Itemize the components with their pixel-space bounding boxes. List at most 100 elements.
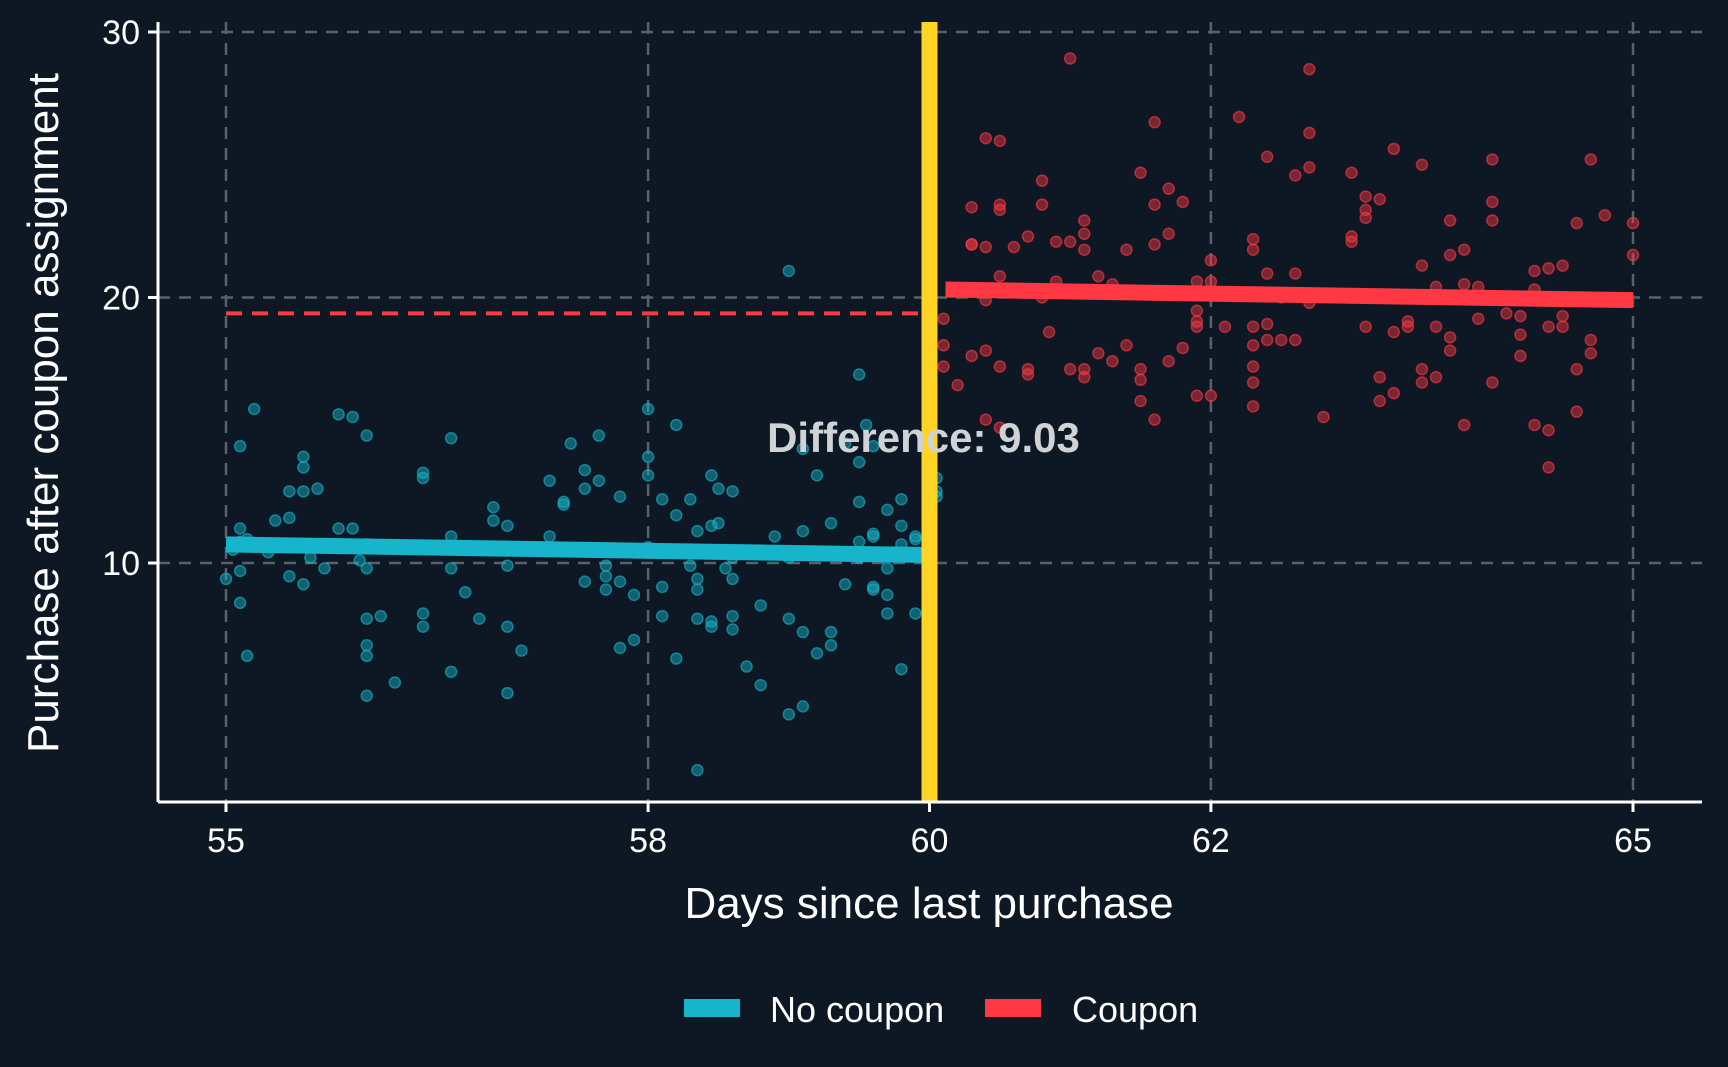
data-point-coupon bbox=[1078, 227, 1091, 241]
data-point-no-coupon bbox=[247, 402, 261, 416]
data-point-coupon bbox=[1148, 198, 1161, 211]
data-point-coupon bbox=[993, 421, 1007, 434]
data-point-coupon bbox=[1078, 243, 1091, 256]
data-point-no-coupon bbox=[852, 535, 866, 549]
data-point-coupon bbox=[1275, 333, 1288, 347]
data-point-no-coupon bbox=[726, 485, 739, 498]
data-point-no-coupon bbox=[360, 562, 373, 575]
data-point-no-coupon bbox=[909, 607, 922, 620]
data-point-no-coupon bbox=[866, 583, 880, 596]
data-point-no-coupon bbox=[297, 577, 310, 591]
data-point-coupon bbox=[1134, 394, 1147, 408]
data-point-coupon bbox=[1542, 461, 1555, 474]
data-point-coupon bbox=[1570, 216, 1583, 230]
difference-annotation: Difference: 9.03 bbox=[767, 414, 1080, 461]
data-point-no-coupon bbox=[669, 508, 683, 522]
data-point-coupon bbox=[1486, 153, 1499, 166]
data-point-coupon bbox=[1162, 227, 1175, 241]
data-point-coupon bbox=[1078, 214, 1091, 227]
data-point-no-coupon bbox=[641, 469, 655, 482]
data-point-no-coupon bbox=[501, 559, 514, 572]
data-point-coupon bbox=[1260, 317, 1274, 331]
data-point-no-coupon bbox=[458, 585, 472, 599]
data-point-no-coupon bbox=[684, 493, 697, 506]
data-point-coupon bbox=[993, 360, 1007, 373]
data-point-no-coupon bbox=[754, 599, 767, 612]
data-point-no-coupon bbox=[416, 620, 430, 633]
data-point-no-coupon bbox=[297, 461, 310, 474]
data-point-no-coupon bbox=[613, 641, 627, 655]
data-point-coupon bbox=[1260, 267, 1274, 280]
data-point-no-coupon bbox=[416, 471, 430, 485]
fit-lines bbox=[225, 22, 1634, 802]
x-tick-label: 55 bbox=[207, 822, 245, 860]
data-point-no-coupon bbox=[712, 482, 725, 495]
data-point-coupon bbox=[979, 413, 993, 426]
data-point-no-coupon bbox=[726, 623, 739, 636]
data-point-coupon bbox=[937, 360, 950, 373]
data-point-coupon bbox=[1176, 195, 1190, 209]
data-point-coupon bbox=[1556, 259, 1569, 272]
data-point-coupon bbox=[1345, 166, 1358, 179]
data-point-coupon bbox=[1092, 347, 1105, 360]
data-point-coupon bbox=[1303, 62, 1316, 76]
data-point-coupon bbox=[1598, 208, 1612, 222]
data-point-coupon bbox=[1092, 270, 1105, 283]
data-point-no-coupon bbox=[726, 609, 739, 623]
data-point-no-coupon bbox=[852, 495, 866, 509]
data-point-no-coupon bbox=[866, 530, 880, 543]
data-point-no-coupon bbox=[669, 418, 683, 432]
data-point-no-coupon bbox=[353, 554, 366, 567]
data-point-no-coupon bbox=[796, 625, 810, 639]
data-point-coupon bbox=[1415, 362, 1429, 376]
data-point-no-coupon bbox=[233, 522, 247, 535]
data-point-no-coupon bbox=[501, 519, 514, 533]
data-point-coupon bbox=[1443, 248, 1457, 262]
data-point-no-coupon bbox=[705, 469, 718, 482]
data-point-coupon bbox=[937, 339, 950, 352]
data-point-no-coupon bbox=[283, 570, 296, 583]
data-point-coupon bbox=[1570, 405, 1583, 418]
data-point-coupon bbox=[1021, 368, 1035, 381]
data-point-no-coupon bbox=[641, 402, 655, 416]
data-point-coupon bbox=[1289, 333, 1302, 347]
data-point-no-coupon bbox=[881, 588, 894, 602]
data-point-no-coupon bbox=[895, 519, 908, 533]
data-point-coupon bbox=[1584, 333, 1598, 347]
data-point-coupon bbox=[1063, 235, 1077, 248]
data-point-coupon bbox=[1190, 320, 1204, 333]
data-point-coupon bbox=[1584, 347, 1598, 360]
data-point-no-coupon bbox=[655, 609, 669, 623]
data-point-coupon bbox=[1007, 240, 1021, 254]
data-point-coupon bbox=[1190, 389, 1204, 402]
x-axis-title: Days since last purchase bbox=[684, 879, 1173, 928]
data-point-no-coupon bbox=[515, 644, 528, 657]
data-point-no-coupon bbox=[599, 559, 613, 572]
data-point-coupon bbox=[1626, 216, 1640, 230]
data-point-no-coupon bbox=[360, 689, 373, 702]
data-point-no-coupon bbox=[782, 264, 796, 278]
data-point-no-coupon bbox=[297, 485, 310, 498]
data-point-coupon bbox=[1542, 424, 1555, 437]
data-point-no-coupon bbox=[655, 493, 669, 506]
data-point-coupon bbox=[1415, 158, 1429, 171]
data-point-coupon bbox=[1204, 389, 1218, 402]
data-point-no-coupon bbox=[599, 583, 613, 596]
data-point-coupon bbox=[1120, 243, 1133, 256]
data-point-coupon bbox=[1373, 193, 1386, 206]
data-point-no-coupon bbox=[684, 559, 697, 572]
data-point-coupon bbox=[1401, 320, 1415, 333]
data-point-no-coupon bbox=[782, 708, 796, 721]
data-point-coupon bbox=[1556, 309, 1569, 323]
data-point-coupon bbox=[1134, 373, 1147, 387]
tick-labels: 55 58 60 62 65 10 20 30 bbox=[102, 14, 1652, 860]
data-point-coupon bbox=[1415, 259, 1429, 272]
data-point-coupon bbox=[1246, 243, 1260, 256]
data-point-no-coupon bbox=[578, 482, 592, 495]
data-point-no-coupon bbox=[268, 514, 282, 527]
data-point-no-coupon bbox=[543, 474, 556, 487]
data-point-no-coupon bbox=[866, 439, 880, 453]
data-point-coupon bbox=[1429, 320, 1443, 333]
data-point-no-coupon bbox=[691, 524, 704, 538]
data-point-coupon bbox=[1049, 235, 1063, 248]
